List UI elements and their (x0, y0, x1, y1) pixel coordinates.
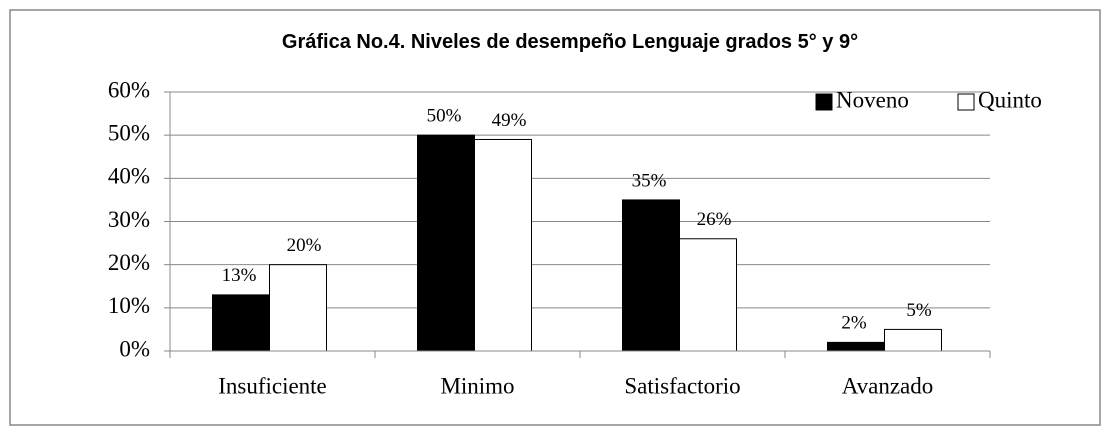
y-tick-label: 60% (108, 77, 150, 102)
chart-frame (9, 9, 1101, 426)
legend-swatch (957, 93, 975, 111)
legend-swatch (815, 93, 833, 111)
bar (212, 294, 270, 352)
value-label: 20% (287, 235, 322, 256)
y-tick-label: 10% (108, 293, 150, 318)
bar (474, 138, 532, 352)
value-label: 35% (632, 170, 667, 191)
x-tick-label: Insuficiente (218, 373, 327, 398)
bar (679, 238, 737, 352)
value-label: 50% (427, 106, 462, 127)
bar (827, 341, 885, 352)
value-label: 26% (697, 209, 732, 230)
y-tick-label: 50% (108, 120, 150, 145)
chart-title: Gráfica No.4. Niveles de desempeño Lengu… (281, 31, 859, 53)
bar (622, 199, 680, 352)
y-tick-label: 30% (108, 207, 150, 232)
value-label: 49% (492, 110, 527, 131)
x-tick-label: Minimo (440, 373, 514, 398)
value-label: 13% (222, 265, 257, 286)
y-tick-label: 0% (119, 336, 150, 361)
y-tick-label: 40% (108, 164, 150, 189)
x-tick-label: Avanzado (842, 373, 934, 398)
bar (417, 134, 475, 352)
y-tick-label: 20% (108, 250, 150, 275)
bar (884, 328, 942, 352)
bar (269, 264, 327, 352)
value-label: 2% (841, 313, 867, 334)
legend-label: Quinto (978, 87, 1042, 112)
x-tick-label: Satisfactorio (624, 373, 740, 398)
value-label: 5% (906, 300, 932, 321)
legend-label: Noveno (836, 87, 909, 112)
